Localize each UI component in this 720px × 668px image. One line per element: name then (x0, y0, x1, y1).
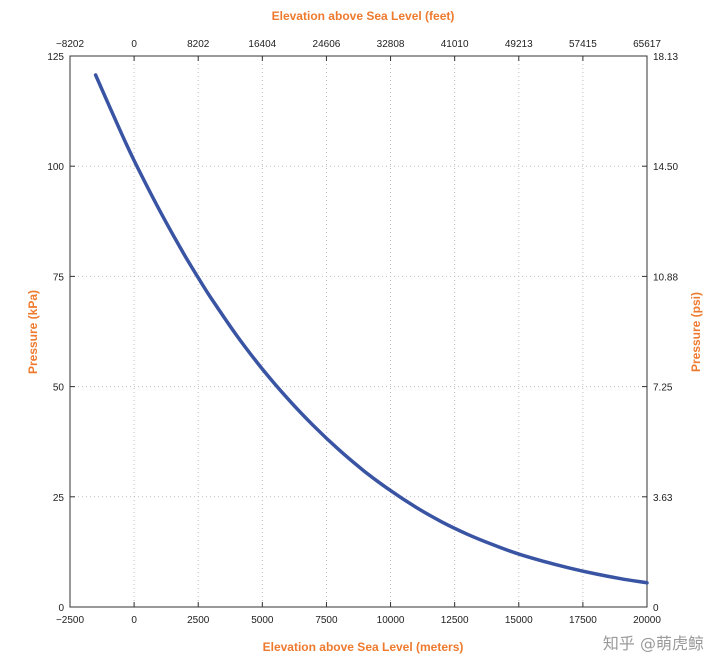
x-tick-label-bottom: 17500 (569, 615, 597, 626)
grid-lines (70, 56, 647, 607)
x-tick-label-bottom: 12500 (441, 615, 469, 626)
x-tick-label-top: 16404 (248, 39, 276, 50)
y-tick-label-left: 50 (53, 383, 65, 394)
x-tick-label-bottom: 10000 (377, 615, 405, 626)
x-axis-title-top: Elevation above Sea Level (feet) (272, 9, 455, 23)
x-tick-label-bottom: 2500 (187, 615, 210, 626)
tick-marks (69, 55, 648, 608)
x-tick-label-top: 24606 (313, 39, 341, 50)
y-tick-label-left: 0 (58, 603, 64, 614)
x-tick-label-top: 0 (131, 39, 137, 50)
x-tick-label-top: 8202 (187, 39, 210, 50)
y-tick-label-left: 25 (53, 493, 65, 504)
watermark-text: 知乎 @萌虎鲸 (602, 634, 704, 653)
y-axis-title-right: Pressure (psi) (689, 292, 703, 372)
y-tick-label-right: 7.25 (653, 383, 673, 394)
x-tick-label-top: 57415 (569, 39, 597, 50)
y-tick-label-right: 10.88 (653, 272, 678, 283)
plot-frame (69, 55, 648, 608)
x-tick-label-top: 32808 (377, 39, 405, 50)
x-tick-label-bottom: 7500 (315, 615, 338, 626)
y-tick-label-left: 125 (47, 52, 64, 63)
x-tick-label-bottom: 15000 (505, 615, 533, 626)
tick-labels: −2500−8202002500820250001640475002460610… (47, 39, 678, 626)
y-tick-label-right: 14.50 (653, 162, 678, 173)
x-axis-title-bottom: Elevation above Sea Level (meters) (263, 640, 464, 654)
x-tick-label-bottom: 20000 (633, 615, 661, 626)
x-tick-label-bottom: 5000 (251, 615, 274, 626)
x-tick-label-bottom: −2500 (56, 615, 85, 626)
y-tick-label-right: 0 (653, 603, 659, 614)
x-tick-label-bottom: 0 (131, 615, 137, 626)
y-tick-label-right: 3.63 (653, 493, 673, 504)
y-tick-label-left: 75 (53, 272, 65, 283)
x-tick-label-top: 41010 (441, 39, 469, 50)
x-tick-label-top: 49213 (505, 39, 533, 50)
y-tick-label-right: 18.13 (653, 52, 678, 63)
x-tick-label-top: 65617 (633, 39, 661, 50)
y-tick-label-left: 100 (47, 162, 64, 173)
x-tick-label-top: −8202 (56, 39, 85, 50)
series-line-pressure (93, 73, 649, 585)
y-axis-title-left: Pressure (kPa) (26, 290, 40, 374)
